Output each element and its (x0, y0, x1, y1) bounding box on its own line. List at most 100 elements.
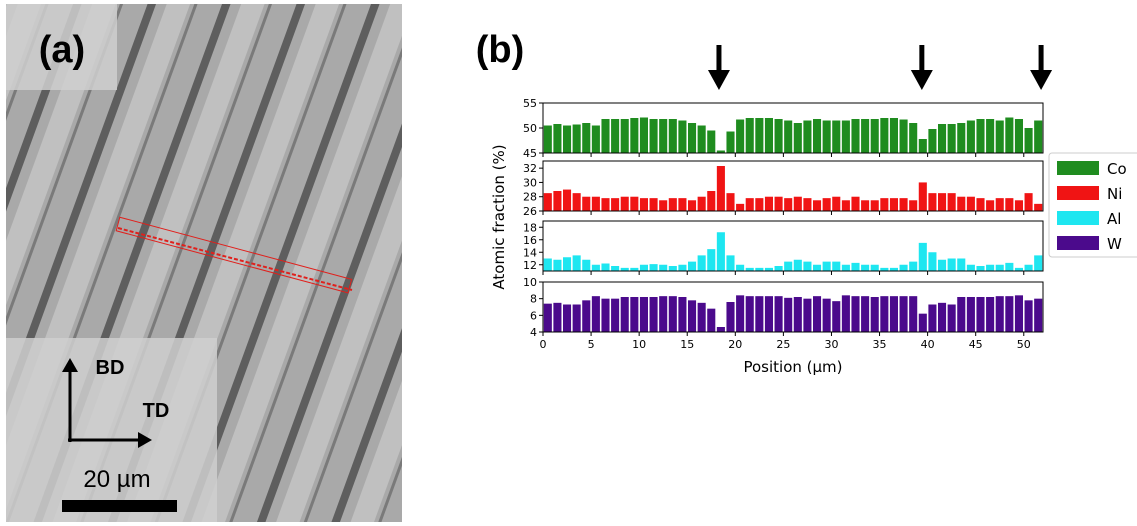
bar (909, 200, 918, 211)
axes-frame (542, 220, 1044, 272)
bar (822, 298, 831, 332)
bar (966, 264, 975, 271)
bar (582, 196, 591, 211)
y-tick-label: 8 (530, 293, 537, 306)
bar (938, 302, 947, 332)
y-tick-label: 50 (523, 122, 537, 135)
bar (928, 193, 937, 211)
bar (947, 193, 956, 211)
x-tick-label: 30 (824, 338, 838, 351)
bar (986, 200, 995, 211)
bar (591, 264, 600, 271)
bar (976, 119, 985, 153)
bar (620, 267, 629, 271)
bar (572, 304, 581, 332)
bar (630, 297, 639, 332)
bar (639, 264, 648, 271)
bar (793, 196, 802, 211)
y-tick-label: 30 (523, 176, 537, 189)
bar (851, 296, 860, 332)
bar (889, 267, 898, 271)
bar (928, 252, 937, 271)
bar (899, 198, 908, 211)
bar (543, 303, 552, 332)
bar (803, 261, 812, 271)
bar (832, 301, 841, 332)
bar (697, 302, 706, 332)
bar (601, 119, 610, 153)
bar (764, 267, 773, 271)
bar (649, 297, 658, 332)
bar (745, 267, 754, 271)
bar (976, 198, 985, 211)
panel-label: (a) (39, 29, 85, 71)
bar (611, 266, 620, 271)
bar (880, 267, 889, 271)
bar (563, 125, 572, 153)
bar (1034, 120, 1043, 153)
arrow-head (138, 432, 152, 448)
bar (995, 120, 1004, 153)
bar (813, 296, 822, 332)
bar (822, 198, 831, 211)
bar (813, 119, 822, 153)
bar (918, 182, 927, 211)
marker-arrow-head (707, 70, 730, 90)
bar (832, 120, 841, 153)
bar (745, 296, 754, 332)
bar (793, 123, 802, 153)
line-scan (117, 227, 353, 291)
bar (668, 296, 677, 332)
scale-box (6, 338, 217, 522)
bar (659, 296, 668, 332)
y-tick-label: 10 (523, 276, 537, 289)
bar (639, 198, 648, 211)
bar (851, 196, 860, 211)
bar (861, 264, 870, 271)
bar (957, 297, 966, 332)
bar (1005, 262, 1014, 271)
x-tick-label: 15 (680, 338, 694, 351)
bar (553, 259, 562, 271)
legend-label: Ni (1107, 185, 1122, 203)
bar (620, 119, 629, 153)
marker-arrow-head (1030, 70, 1053, 90)
bar (543, 258, 552, 271)
bar (995, 198, 1004, 211)
bar (582, 300, 591, 332)
bar (909, 123, 918, 153)
bar (938, 124, 947, 153)
y-tick-label: 28 (523, 191, 537, 204)
bar (659, 200, 668, 211)
bar (649, 119, 658, 153)
bar (639, 117, 648, 153)
bar (947, 258, 956, 271)
legend-label: W (1107, 235, 1122, 253)
bar (774, 296, 783, 332)
legend-frame (1048, 152, 1137, 258)
bar (1034, 298, 1043, 332)
bar (697, 255, 706, 271)
bar (668, 198, 677, 211)
bar (976, 266, 985, 271)
bar (957, 196, 966, 211)
bar (668, 266, 677, 271)
bar (822, 120, 831, 153)
bar (957, 123, 966, 153)
bar (774, 196, 783, 211)
x-tick-label: 20 (728, 338, 742, 351)
legend-label: Al (1107, 210, 1121, 228)
direction-label: BD (96, 357, 125, 379)
bar (1005, 117, 1014, 153)
arrow-head (62, 358, 78, 372)
legend-swatch (1057, 236, 1099, 250)
bar (784, 198, 793, 211)
y-tick-label: 16 (523, 234, 537, 247)
bar (716, 166, 725, 211)
bar (611, 198, 620, 211)
scan-box (115, 216, 353, 294)
bar (553, 302, 562, 332)
bar (986, 119, 995, 153)
bar (889, 296, 898, 332)
bar (591, 196, 600, 211)
